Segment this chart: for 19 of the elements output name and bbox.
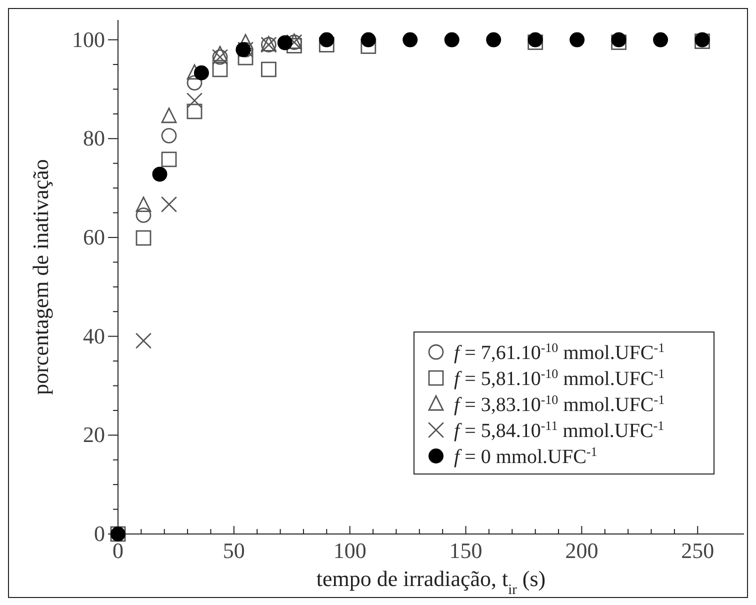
x-tick-label: 0 xyxy=(112,538,124,563)
y-axis-title: porcentagem de inativação xyxy=(28,159,53,395)
legend-label: f = 7,61.10$^{-10}$ mmol.UFC$^{-1}$ xyxy=(454,340,665,364)
y-tick-label: 20 xyxy=(83,422,105,448)
y-tick-label: 0 xyxy=(94,521,105,546)
y-tick-label: 100 xyxy=(72,26,105,52)
x-tick-label: 150 xyxy=(449,538,482,563)
y-tick-label: 40 xyxy=(83,323,105,348)
legend-label: f = 5,81.10$^{-10}$ mmol.UFC$^{-1}$ xyxy=(454,366,665,390)
legend-label: f = 0 mmol.UFC$^{-1}$ xyxy=(454,444,598,468)
legend-label: f = 5,84.10$^{-11}$ mmol.UFC$^{-1}$ xyxy=(454,418,664,442)
x-tick-label: 250 xyxy=(681,538,714,563)
y-tick-label: 80 xyxy=(83,126,105,151)
y-tick-label: 60 xyxy=(83,224,105,250)
x-axis-title: tempo de irradiação, t$_{ir}$ (s) xyxy=(316,566,546,598)
x-tick-label: 200 xyxy=(565,538,598,563)
x-tick-label: 100 xyxy=(333,538,366,563)
legend-label: f = 3,83.10$^{-10}$ mmol.UFC$^{-1}$ xyxy=(454,392,665,416)
x-tick-label: 50 xyxy=(222,538,245,563)
